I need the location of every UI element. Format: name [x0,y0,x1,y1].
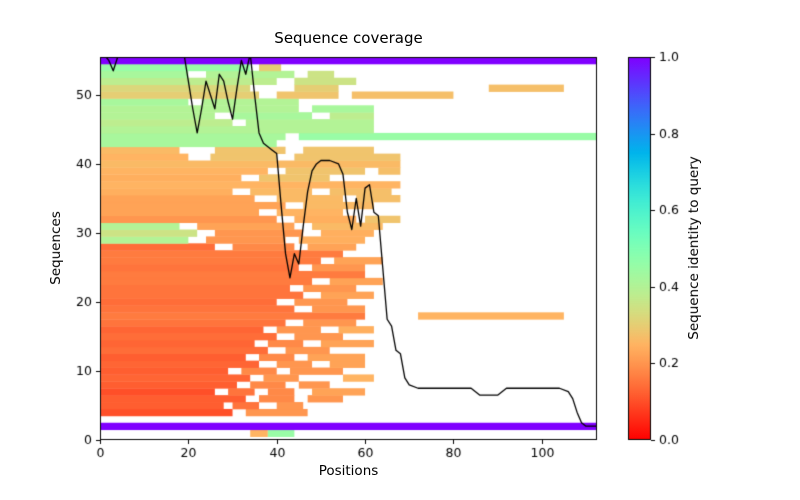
chart-title: Sequence coverage [274,29,423,47]
y-axis-label: Sequences [48,211,64,285]
x-axis-label: Positions [318,463,379,479]
colorbar-label: Sequence identity to query [686,156,702,340]
